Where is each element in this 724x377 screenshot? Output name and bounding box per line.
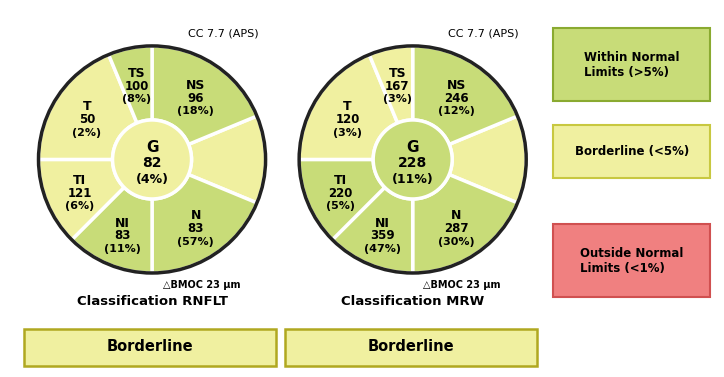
Text: (47%): (47%): [364, 244, 401, 254]
Text: (11%): (11%): [104, 244, 140, 254]
Text: TI: TI: [73, 174, 86, 187]
FancyBboxPatch shape: [553, 28, 710, 101]
Text: TS: TS: [389, 67, 406, 80]
Text: Borderline: Borderline: [107, 339, 193, 354]
Text: NI: NI: [375, 217, 390, 230]
Text: CC 7.7 (APS): CC 7.7 (APS): [188, 28, 258, 38]
Text: NS: NS: [447, 79, 466, 92]
Wedge shape: [152, 175, 257, 273]
Text: 228: 228: [398, 156, 427, 170]
FancyBboxPatch shape: [553, 124, 710, 178]
Text: (18%): (18%): [177, 106, 214, 116]
Text: (8%): (8%): [122, 94, 151, 104]
Text: NI: NI: [114, 217, 130, 230]
Text: Borderline (<5%): Borderline (<5%): [575, 145, 689, 158]
Text: Outside Normal
Limits (<1%): Outside Normal Limits (<1%): [580, 247, 683, 274]
Text: 246: 246: [444, 92, 468, 105]
Text: (4%): (4%): [135, 173, 169, 186]
Text: 82: 82: [143, 156, 161, 170]
Wedge shape: [299, 55, 397, 159]
Text: TS: TS: [128, 67, 146, 80]
Wedge shape: [188, 116, 266, 203]
Text: N: N: [451, 209, 461, 222]
FancyBboxPatch shape: [285, 329, 536, 366]
Text: Classification MRW: Classification MRW: [341, 295, 484, 308]
Text: T: T: [343, 101, 352, 113]
Wedge shape: [72, 187, 152, 273]
Text: (12%): (12%): [438, 106, 475, 116]
Text: Classification RNFLT: Classification RNFLT: [77, 295, 227, 308]
Text: (6%): (6%): [65, 201, 94, 211]
Text: 50: 50: [79, 113, 95, 126]
Text: (3%): (3%): [333, 128, 362, 138]
Text: N: N: [190, 209, 201, 222]
Text: (11%): (11%): [392, 173, 434, 186]
Text: G: G: [406, 140, 419, 155]
Text: G: G: [146, 140, 159, 155]
Text: (2%): (2%): [72, 128, 101, 138]
Text: (3%): (3%): [383, 94, 412, 104]
Text: 359: 359: [371, 230, 395, 242]
Text: 100: 100: [125, 80, 149, 93]
FancyBboxPatch shape: [553, 224, 710, 297]
Wedge shape: [38, 55, 137, 159]
Circle shape: [112, 120, 192, 199]
Wedge shape: [152, 46, 257, 144]
Wedge shape: [109, 46, 152, 123]
Text: NS: NS: [186, 79, 206, 92]
Wedge shape: [449, 116, 526, 203]
Text: 120: 120: [335, 113, 360, 126]
Text: T: T: [83, 101, 91, 113]
Text: 167: 167: [385, 80, 410, 93]
Text: (30%): (30%): [438, 236, 475, 247]
Text: △BMOC 23 μm: △BMOC 23 μm: [163, 280, 240, 290]
Wedge shape: [413, 46, 518, 144]
Text: Borderline: Borderline: [368, 339, 454, 354]
Text: △BMOC 23 μm: △BMOC 23 μm: [424, 280, 501, 290]
Text: 96: 96: [188, 92, 204, 105]
FancyBboxPatch shape: [25, 329, 276, 366]
Text: CC 7.7 (APS): CC 7.7 (APS): [448, 28, 519, 38]
Text: (5%): (5%): [326, 201, 355, 211]
Text: 287: 287: [444, 222, 468, 235]
Text: TI: TI: [334, 174, 347, 187]
Text: 83: 83: [114, 230, 130, 242]
Wedge shape: [369, 46, 413, 123]
Text: 121: 121: [67, 187, 92, 200]
Text: 220: 220: [328, 187, 353, 200]
Text: Within Normal
Limits (>5%): Within Normal Limits (>5%): [584, 51, 679, 79]
Wedge shape: [332, 187, 413, 273]
Circle shape: [373, 120, 452, 199]
Wedge shape: [299, 159, 384, 240]
Wedge shape: [38, 159, 124, 240]
Text: (57%): (57%): [177, 236, 214, 247]
Text: 83: 83: [188, 222, 204, 235]
Wedge shape: [413, 175, 518, 273]
